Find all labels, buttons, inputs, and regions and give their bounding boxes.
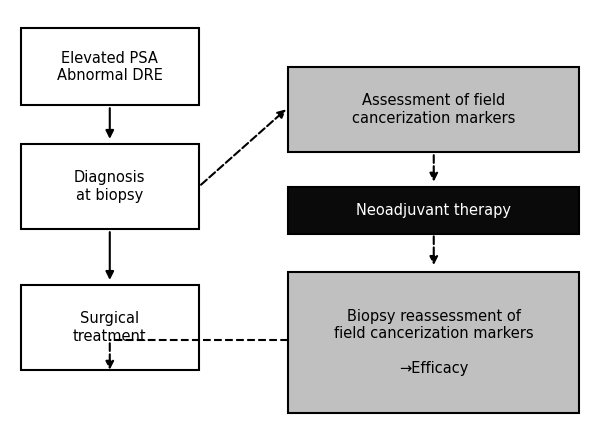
Text: Diagnosis
at biopsy: Diagnosis at biopsy: [74, 170, 146, 203]
FancyBboxPatch shape: [288, 67, 580, 152]
FancyBboxPatch shape: [288, 272, 580, 413]
FancyBboxPatch shape: [288, 187, 580, 233]
FancyBboxPatch shape: [20, 29, 199, 105]
Text: Neoadjuvant therapy: Neoadjuvant therapy: [356, 203, 511, 218]
Text: Elevated PSA
Abnormal DRE: Elevated PSA Abnormal DRE: [57, 51, 163, 83]
Text: Biopsy reassessment of
field cancerization markers

→Efficacy: Biopsy reassessment of field cancerizati…: [334, 309, 533, 376]
FancyBboxPatch shape: [20, 285, 199, 370]
Text: Assessment of field
cancerization markers: Assessment of field cancerization marker…: [352, 94, 515, 126]
FancyBboxPatch shape: [20, 144, 199, 229]
Text: Surgical
treatment: Surgical treatment: [73, 311, 146, 344]
